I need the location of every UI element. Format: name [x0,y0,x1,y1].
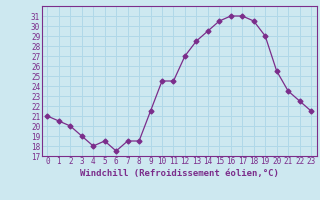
X-axis label: Windchill (Refroidissement éolien,°C): Windchill (Refroidissement éolien,°C) [80,169,279,178]
